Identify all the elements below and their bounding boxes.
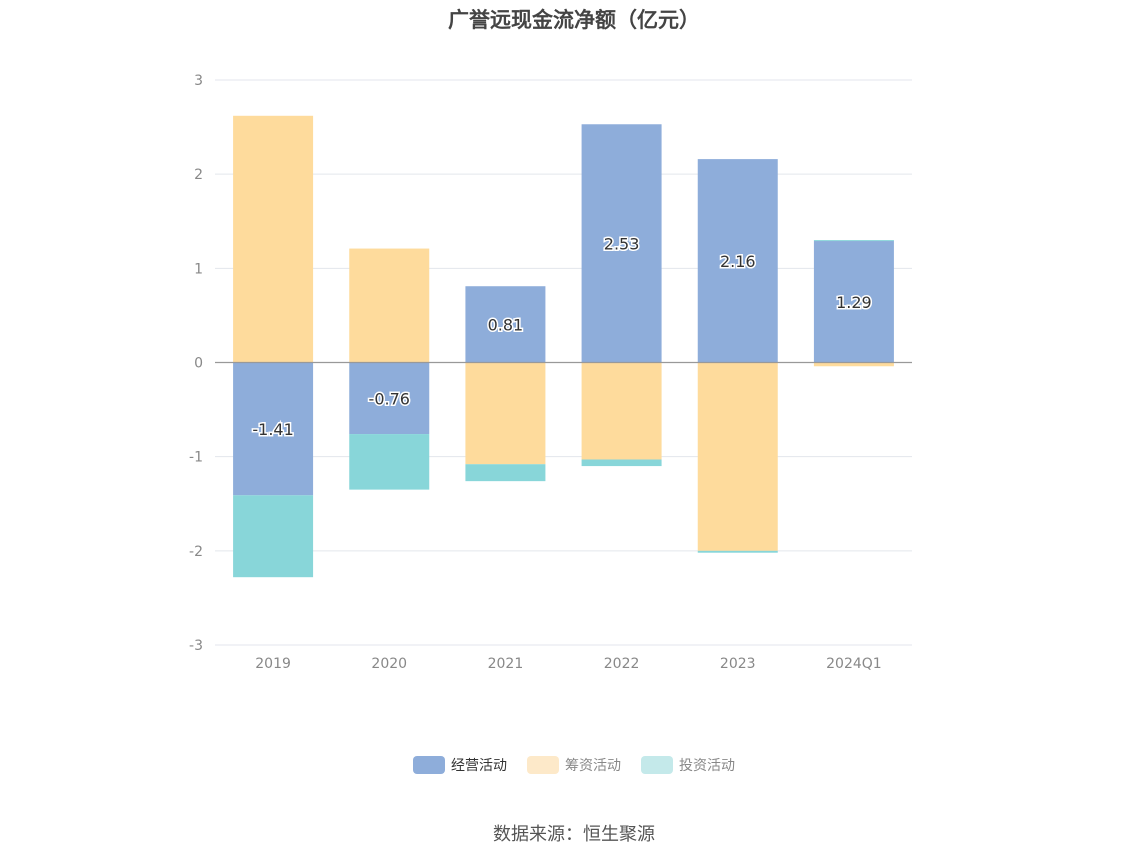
bar-layer (233, 115, 894, 578)
y-tick-label: 3 (194, 73, 203, 89)
grid-layer (215, 79, 912, 646)
bar-2021-series-1 (465, 362, 546, 465)
y-tick-label: 0 (194, 356, 203, 372)
data-label-2023: 2.16 (720, 252, 756, 271)
bar-2022-series-2 (581, 459, 662, 467)
bar-2023-series-0 (697, 159, 778, 363)
legend-label-operating: 经营活动 (451, 758, 507, 774)
data-label-2022: 2.53 (604, 234, 640, 253)
legend-item-financing[interactable]: 筹资活动 (527, 755, 621, 775)
data-label-2019: -1.41 (252, 420, 293, 439)
bar-2020-series-2 (349, 434, 430, 490)
chart-title: 广誉远现金流净额（亿元） (448, 8, 700, 32)
bar-2024Q1-series-0 (813, 241, 894, 363)
legend-swatch-investing (641, 756, 673, 774)
bar-2019-series-2 (233, 495, 314, 578)
axis-layer: 3 2 1 0 -1 -2 -3 2019 2020 2021 2022 2023 2024Q1 (189, 73, 912, 672)
bar-2019-series-0 (233, 362, 314, 496)
y-tick-label: 2 (194, 167, 203, 183)
bar-2021-series-2 (465, 464, 546, 482)
data-label-2024Q1: 1.29 (836, 293, 872, 312)
y-tick-label: -1 (189, 450, 203, 466)
y-tick-label: -3 (189, 638, 203, 654)
legend-swatch-operating (413, 756, 445, 774)
legend-swatch-financing (527, 756, 559, 774)
data-source-note: 数据来源：恒生聚源 (493, 824, 655, 845)
legend-label-financing: 筹资活动 (565, 758, 621, 774)
x-tick-label: 2023 (720, 656, 756, 672)
legend-item-investing[interactable]: 投资活动 (641, 755, 735, 775)
bar-2021-series-0 (465, 286, 546, 363)
x-tick-label: 2022 (604, 656, 640, 672)
bar-2022-series-0 (581, 124, 662, 363)
legend-label-investing: 投资活动 (679, 758, 735, 774)
bar-2020-series-0 (349, 362, 430, 435)
bar-2019-series-1 (233, 115, 314, 363)
y-tick-label: 1 (194, 261, 203, 277)
bar-2023-series-1 (697, 362, 778, 551)
x-tick-label: 2021 (488, 656, 524, 672)
label-layer: -1.41 -0.76 0.81 2.53 2.16 1.29 (251, 233, 873, 441)
data-label-2020: -0.76 (369, 389, 410, 408)
legend: 经营活动 筹资活动 投资活动 (0, 755, 1148, 775)
y-tick-label: -2 (189, 544, 203, 560)
x-tick-label: 2024Q1 (826, 656, 882, 672)
bar-2022-series-1 (581, 362, 662, 460)
x-tick-label: 2020 (371, 656, 407, 672)
x-tick-label: 2019 (255, 656, 291, 672)
bar-2023-series-2 (697, 550, 778, 553)
legend-item-operating[interactable]: 经营活动 (413, 755, 507, 775)
data-label-2021: 0.81 (488, 315, 524, 334)
bar-2020-series-1 (349, 248, 430, 363)
bar-2024Q1-series-2 (813, 240, 894, 242)
bar-2024Q1-series-1 (813, 362, 894, 367)
